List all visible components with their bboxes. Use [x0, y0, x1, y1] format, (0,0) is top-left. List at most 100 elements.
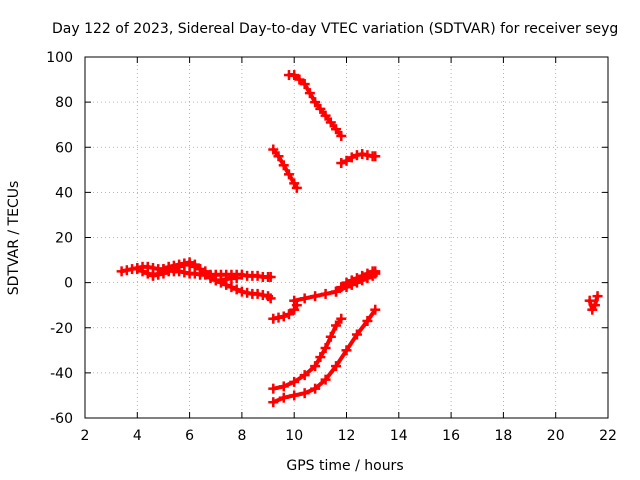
data-point	[278, 160, 289, 171]
chart-title: Day 122 of 2023, Sidereal Day-to-day VTE…	[52, 21, 618, 37]
x-tick-label: 16	[442, 428, 460, 444]
y-tick-label: -60	[50, 411, 73, 427]
data-point	[299, 370, 310, 381]
series-track-f	[331, 266, 381, 297]
data-point	[226, 282, 237, 293]
data-point	[132, 264, 143, 275]
data-point	[325, 117, 336, 128]
data-point	[370, 151, 381, 162]
y-axis-label: SDTVAR / TECUs	[6, 181, 22, 296]
data-point	[584, 295, 595, 306]
x-tick-label: 12	[338, 428, 356, 444]
data-point	[310, 361, 321, 372]
data-points	[116, 70, 603, 408]
data-point	[341, 345, 352, 356]
data-point	[336, 313, 347, 324]
data-point	[310, 383, 321, 394]
series-track-j	[268, 313, 347, 394]
series-track	[271, 316, 344, 391]
x-tick-label: 18	[494, 428, 512, 444]
x-tick-label: 20	[547, 428, 565, 444]
data-point	[331, 361, 342, 372]
data-point	[147, 270, 158, 281]
y-tick-label: 100	[46, 50, 73, 66]
data-point	[278, 311, 289, 322]
data-point	[289, 390, 300, 401]
data-point	[325, 331, 336, 342]
data-point	[346, 152, 357, 163]
series-track-g	[268, 144, 302, 193]
y-tick-label: 0	[64, 276, 73, 292]
y-tick-label: 80	[55, 95, 73, 111]
data-point	[336, 158, 347, 169]
x-tick-label: 6	[185, 428, 194, 444]
data-point	[331, 286, 342, 297]
data-point	[153, 268, 164, 279]
data-point	[592, 291, 603, 302]
data-point	[320, 110, 331, 121]
data-point	[336, 130, 347, 141]
data-point	[299, 293, 310, 304]
data-point	[589, 300, 600, 311]
data-point	[231, 273, 242, 284]
data-point	[310, 97, 321, 108]
grid	[85, 57, 608, 418]
series-track-i	[336, 149, 381, 169]
data-point	[268, 144, 279, 155]
data-point	[283, 309, 294, 320]
x-tick-label: 8	[237, 428, 246, 444]
x-tick-label: 10	[285, 428, 303, 444]
series-track-d	[268, 300, 302, 324]
data-point	[315, 103, 326, 114]
data-point	[195, 264, 206, 275]
data-point	[341, 155, 352, 166]
data-point	[320, 343, 331, 354]
data-point	[370, 304, 381, 315]
data-point	[304, 88, 315, 99]
y-tick-label: -20	[50, 321, 73, 337]
data-point	[205, 273, 216, 284]
data-point	[289, 70, 300, 81]
data-point	[268, 397, 279, 408]
data-point	[357, 270, 368, 281]
data-point	[283, 169, 294, 180]
data-point	[200, 268, 211, 279]
data-point	[278, 381, 289, 392]
x-axis-label: GPS time / hours	[286, 458, 403, 474]
y-tick-label: 20	[55, 231, 73, 247]
data-point	[320, 374, 331, 385]
data-point	[341, 277, 352, 288]
series-track-h	[283, 70, 347, 141]
y-tick-label: -40	[50, 366, 73, 382]
data-point	[184, 257, 195, 268]
x-tick-label: 4	[133, 428, 142, 444]
data-point	[291, 182, 302, 193]
series-track-l	[584, 291, 603, 315]
x-tick-label: 14	[390, 428, 408, 444]
data-point	[265, 293, 276, 304]
axis-ticks: 2 4 6 8 10 12 14 16 18 20 22 -60 -40 -20 0 20 40 60 80 100	[46, 50, 617, 444]
data-point	[362, 315, 373, 326]
data-point	[273, 151, 284, 162]
data-point	[158, 264, 169, 275]
data-point	[320, 288, 331, 299]
data-point	[289, 376, 300, 387]
y-tick-label: 40	[55, 185, 73, 201]
x-tick-label: 22	[599, 428, 617, 444]
y-tick-label: 60	[55, 140, 73, 156]
data-point	[299, 388, 310, 399]
data-point	[331, 320, 342, 331]
series-track-k	[268, 304, 381, 408]
data-point	[189, 259, 200, 270]
data-point	[336, 282, 347, 293]
data-point	[362, 268, 373, 279]
data-point	[331, 124, 342, 135]
data-point	[346, 275, 357, 286]
x-tick-label: 2	[81, 428, 90, 444]
data-point	[299, 79, 310, 90]
data-point	[370, 266, 381, 277]
data-point	[310, 291, 321, 302]
series-track-a	[116, 261, 276, 282]
